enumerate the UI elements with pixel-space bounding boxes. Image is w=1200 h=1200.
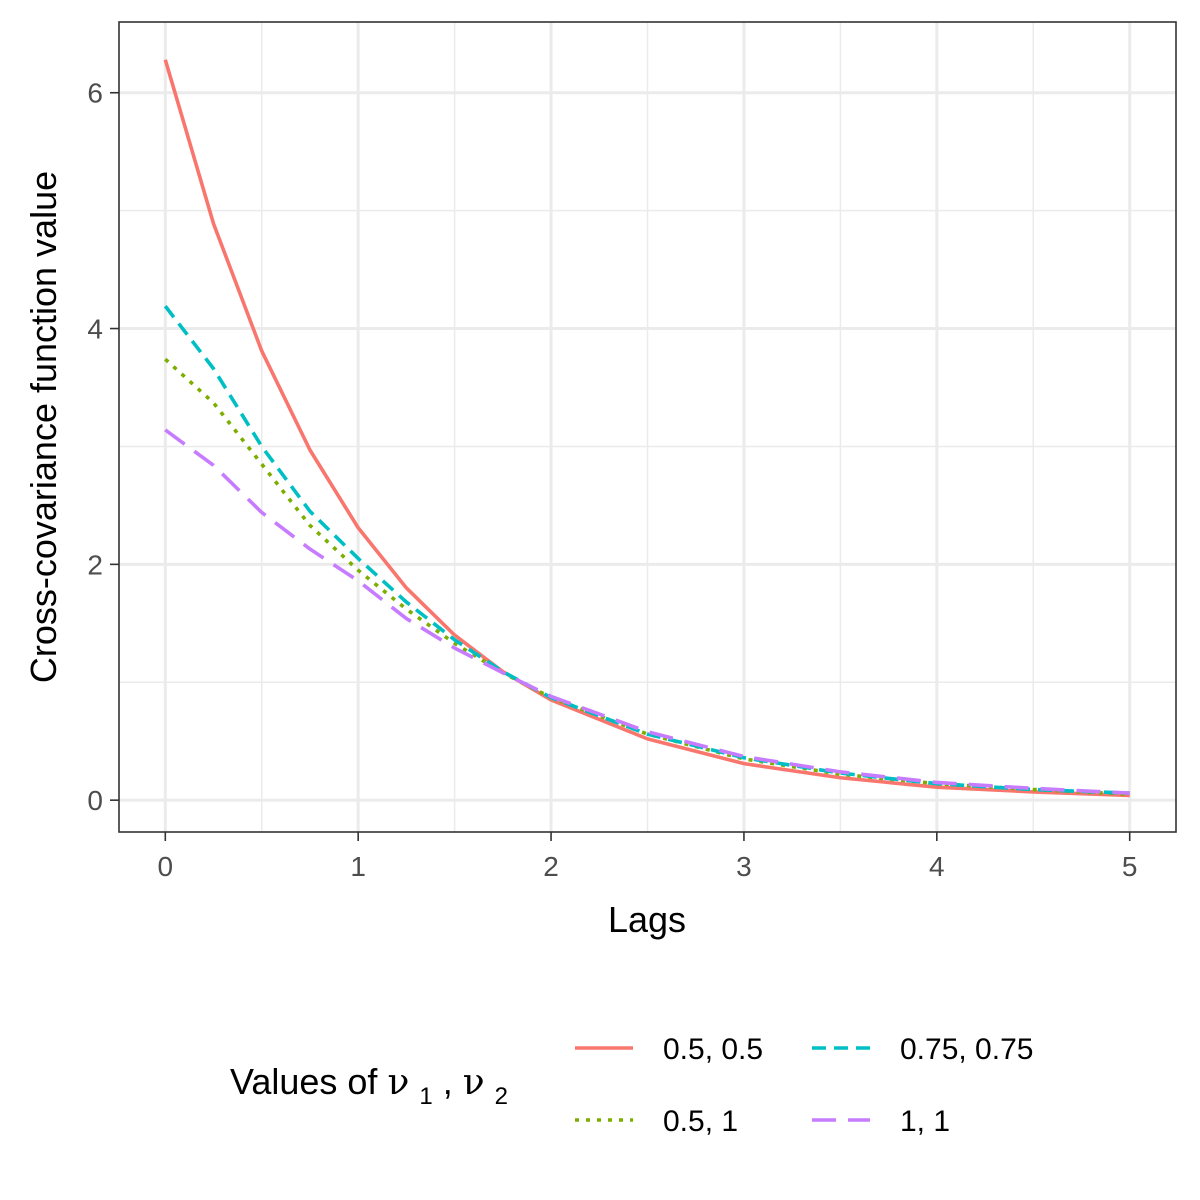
legend-title-symbol-1: ν — [387, 1062, 409, 1103]
y-tick-label: 4 — [87, 314, 103, 345]
x-axis: 0 1 2 3 4 5 — [158, 832, 1138, 882]
series-layer — [163, 59, 1130, 798]
x-tick-label: 4 — [929, 851, 945, 882]
x-axis-title: Lags — [608, 899, 686, 940]
y-axis-title: Cross-covariance function value — [23, 171, 64, 683]
y-tick-label: 0 — [87, 785, 103, 816]
legend: Values of ν 1 , ν 2 0.5, 0.5 0.5, 1 0.75, … — [230, 1033, 1033, 1138]
legend-title: Values of ν 1 , ν 2 — [230, 1061, 508, 1112]
legend-title-prefix: Values of — [230, 1061, 387, 1102]
minor-gridlines — [119, 22, 1176, 832]
legend-label-1: 0.5, 0.5 — [663, 1033, 763, 1066]
x-tick-label: 1 — [350, 851, 366, 882]
x-tick-label: 2 — [543, 851, 559, 882]
legend-label-2: 0.5, 1 — [663, 1105, 738, 1138]
plot-panel-border — [118, 21, 1177, 833]
x-tick-label: 3 — [736, 851, 752, 882]
legend-label-4: 1, 1 — [900, 1105, 950, 1138]
legend-title-separator: , — [443, 1061, 463, 1102]
legend-title-subscript-2: 2 — [495, 1083, 508, 1110]
legend-title-subscript-1: 1 — [419, 1083, 432, 1110]
legend-items: 0.5, 0.5 0.5, 1 0.75, 0.75 1, 1 — [575, 1033, 1033, 1138]
y-tick-label: 2 — [87, 549, 103, 580]
y-axis: 0 2 4 6 — [87, 78, 119, 816]
legend-title-symbol-2: ν — [463, 1062, 485, 1103]
y-tick-label: 6 — [87, 78, 103, 109]
legend-label-3: 0.75, 0.75 — [900, 1033, 1033, 1066]
series-line-4 — [164, 428, 1130, 795]
x-tick-label: 5 — [1122, 851, 1138, 882]
x-tick-label: 0 — [158, 851, 174, 882]
